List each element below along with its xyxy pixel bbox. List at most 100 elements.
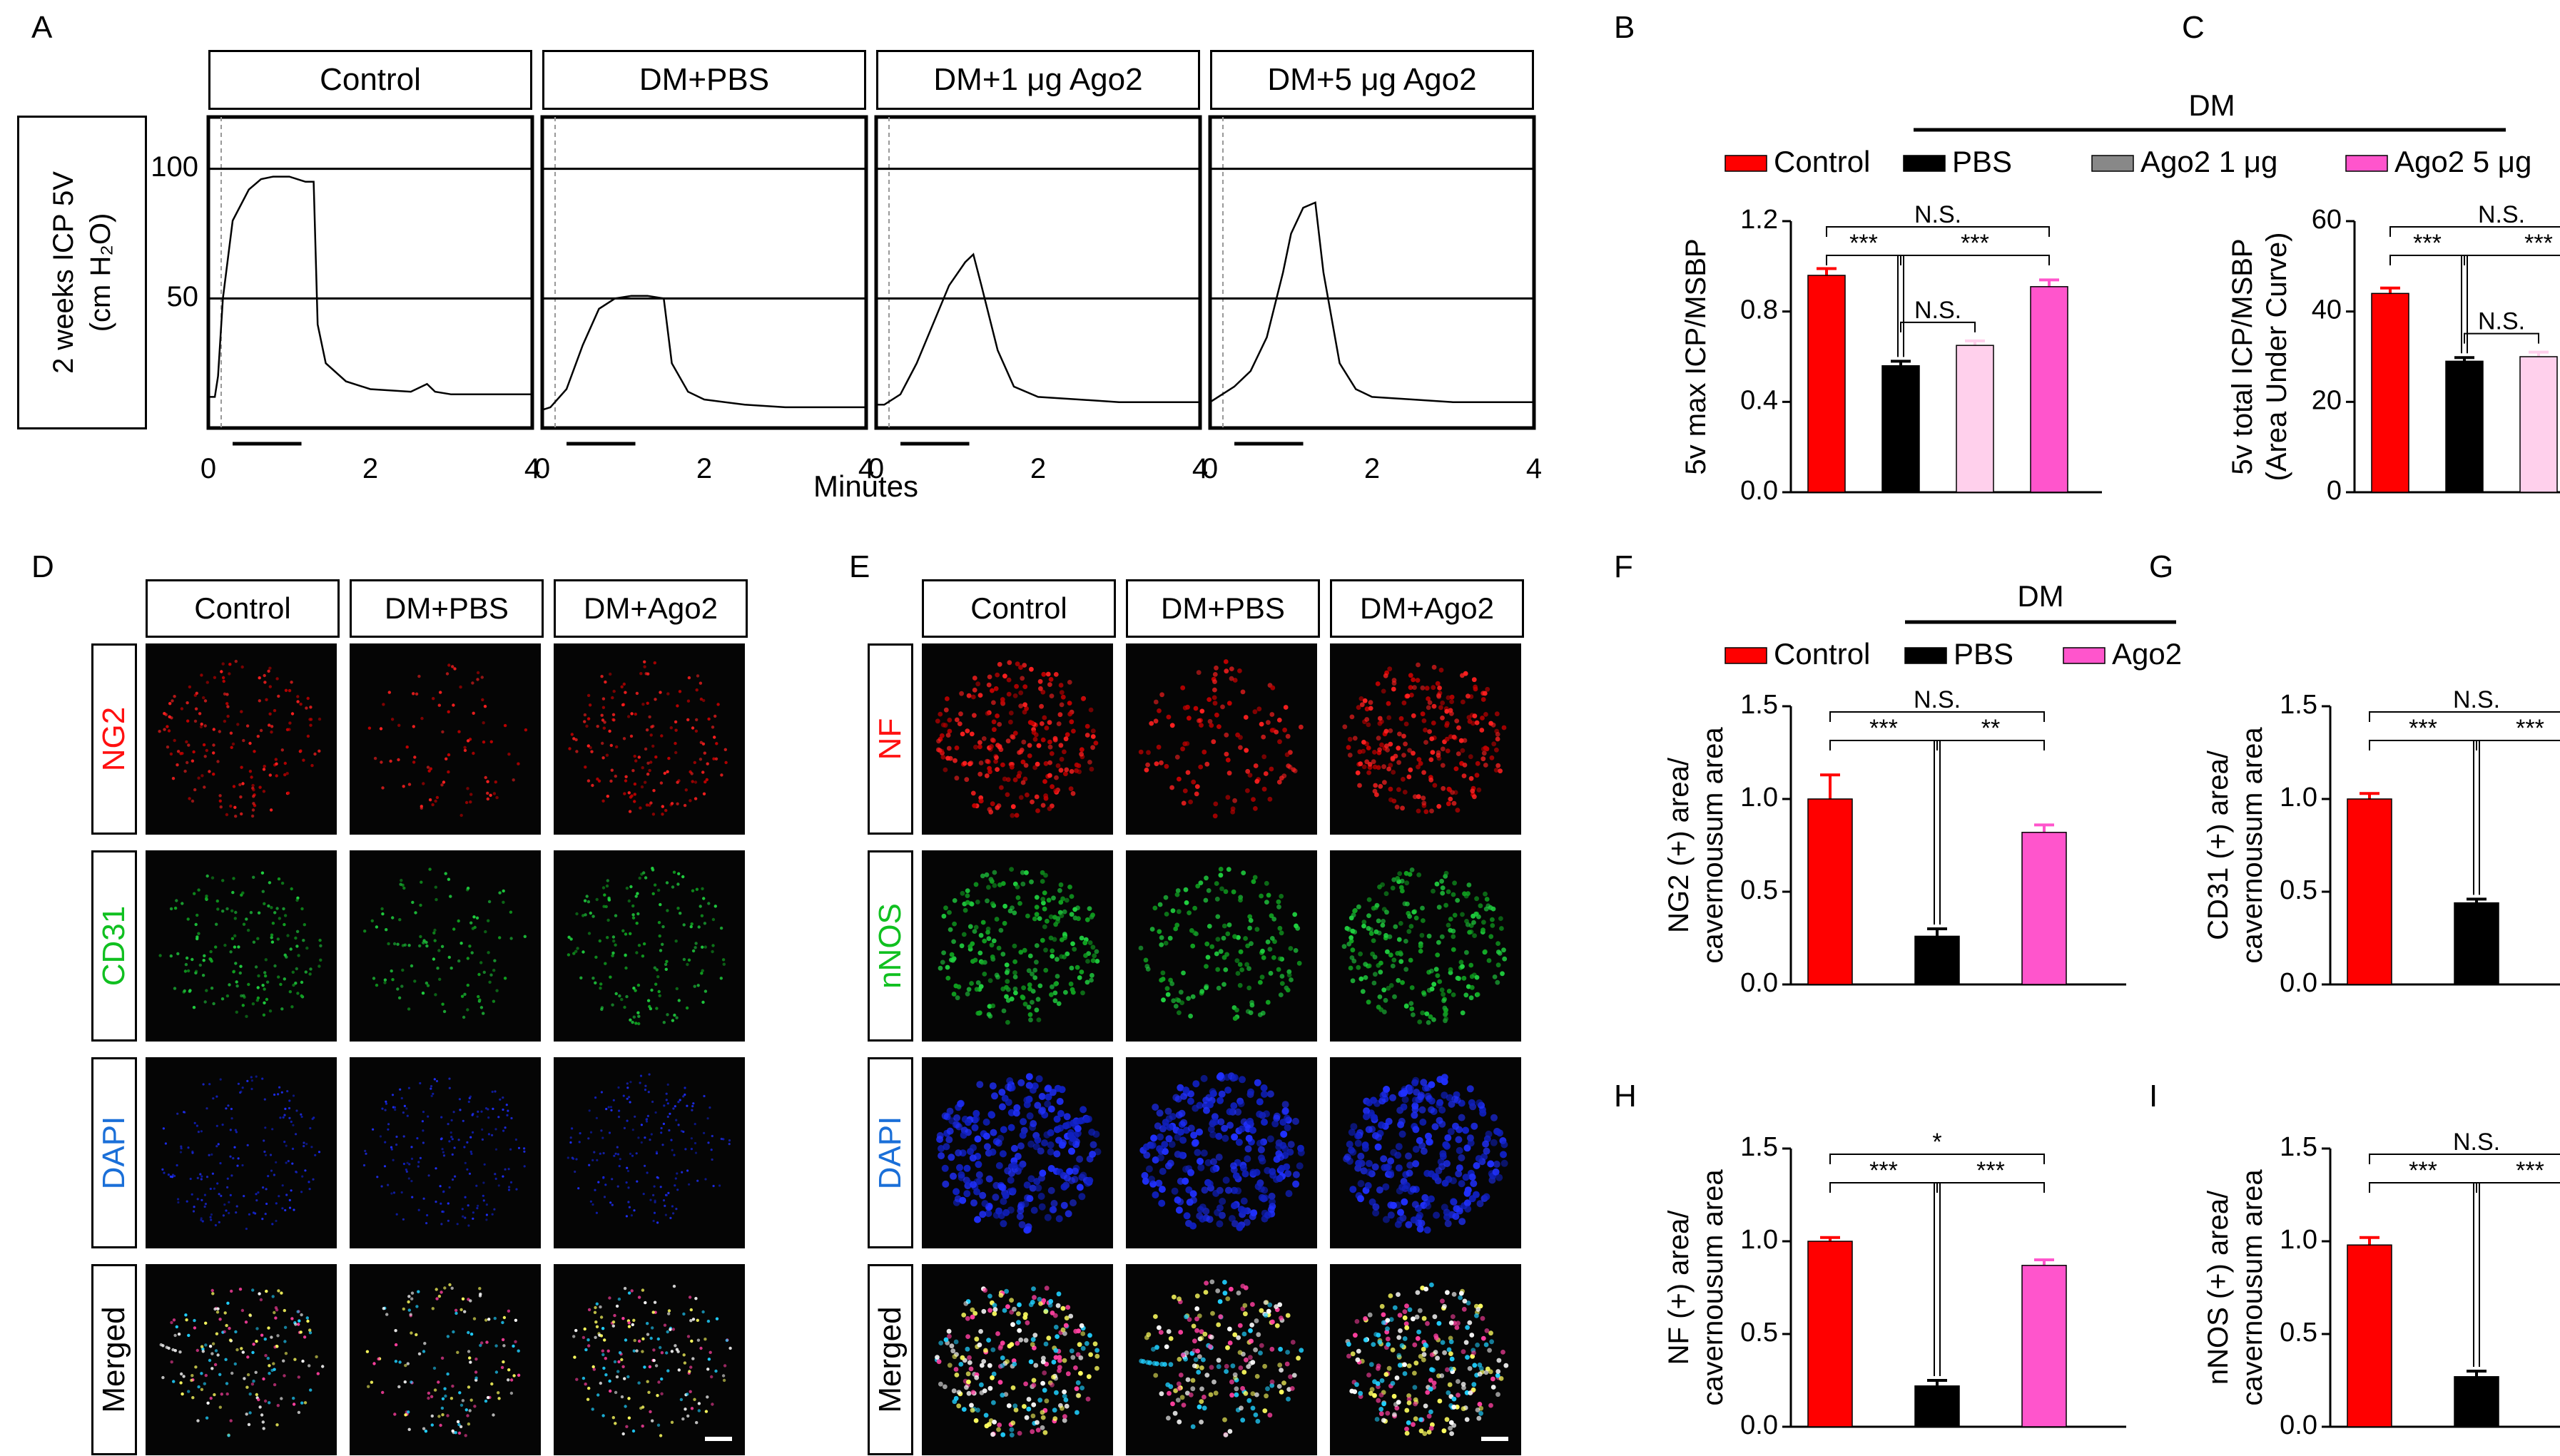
micrograph-signal <box>1148 1176 1155 1183</box>
micrograph-signal <box>617 1116 621 1119</box>
y-tick-label: 60 <box>2312 205 2342 235</box>
micrograph-signal <box>703 751 706 755</box>
micrograph-signal <box>1265 999 1271 1005</box>
micrograph-signal <box>970 1181 977 1188</box>
micrograph-signal <box>1000 700 1005 706</box>
micrograph-signal <box>1179 1136 1187 1144</box>
micrograph-signal <box>1004 970 1010 975</box>
micrograph-signal <box>245 1412 248 1416</box>
micrograph-signal <box>1428 757 1434 763</box>
micrograph-signal <box>382 1307 385 1310</box>
micrograph-signal <box>421 992 425 995</box>
micrograph-signal <box>1276 1175 1284 1182</box>
micrograph-signal <box>1164 1162 1172 1170</box>
micrograph-signal <box>1451 947 1456 952</box>
micrograph-signal <box>256 937 260 940</box>
micrograph-signal <box>1469 1333 1475 1338</box>
micrograph-signal <box>1240 1197 1248 1205</box>
micrograph-signal <box>466 886 470 890</box>
micrograph-signal <box>453 1146 456 1149</box>
micrograph-signal <box>285 1144 288 1147</box>
micrograph-signal <box>1431 982 1437 987</box>
micrograph-signal <box>448 1140 451 1143</box>
micrograph-signal <box>1461 1385 1466 1390</box>
micrograph-signal <box>637 1339 641 1343</box>
micrograph-signal <box>1394 1405 1400 1411</box>
micrograph-signal <box>383 981 387 984</box>
micrograph-signal <box>1069 965 1075 971</box>
micrograph-signal <box>1177 1084 1184 1091</box>
micrograph-signal <box>641 954 645 958</box>
micrograph-signal <box>425 940 428 945</box>
micrograph-signal <box>1047 739 1052 745</box>
x-tick-label: 4 <box>524 453 540 484</box>
micrograph-signal <box>1368 931 1374 936</box>
micrograph-signal <box>711 950 714 954</box>
micrograph-signal <box>992 1211 1000 1219</box>
micrograph-signal <box>1462 1126 1470 1134</box>
micrograph-signal <box>1490 923 1495 928</box>
micrograph-signal <box>512 1374 516 1378</box>
micrograph-signal <box>1428 1014 1433 1019</box>
micrograph-signal <box>1020 870 1025 875</box>
micrograph-signal <box>1392 1305 1398 1310</box>
micrograph-signal <box>970 694 976 700</box>
micrograph-signal <box>936 738 941 744</box>
micrograph-signal <box>1347 753 1353 758</box>
micrograph-signal <box>291 1162 294 1165</box>
micrograph-signal <box>1035 997 1041 1002</box>
micrograph-signal <box>675 1119 678 1121</box>
trace-line <box>876 253 1200 406</box>
micrograph-signal <box>1076 1393 1082 1398</box>
micrograph-signal <box>166 745 170 749</box>
micrograph-signal <box>1031 1402 1037 1407</box>
micrograph-signal <box>581 1376 586 1380</box>
micrograph-signal <box>1475 1407 1480 1412</box>
micrograph-signal <box>204 1373 208 1378</box>
micrograph-signal <box>1004 984 1009 990</box>
micrograph-signal <box>1388 728 1393 733</box>
micrograph-signal <box>437 1294 442 1298</box>
micrograph-signal <box>270 933 274 937</box>
micrograph-texture <box>1343 1074 1508 1234</box>
x-tick-label: 4 <box>1526 453 1542 484</box>
micrograph-signal <box>1040 803 1046 808</box>
micrograph-signal <box>694 1297 698 1300</box>
micrograph-signal <box>1047 720 1052 726</box>
micrograph-signal <box>1366 999 1371 1005</box>
micrograph-signal <box>1236 1223 1244 1231</box>
micrograph-signal <box>1448 1339 1454 1345</box>
micrograph-signal <box>1241 1170 1249 1178</box>
micrograph-texture <box>159 1288 325 1437</box>
micrograph-row-label-text: Merged <box>96 1306 131 1413</box>
micrograph-signal <box>259 728 263 733</box>
micrograph-signal <box>1407 1307 1413 1313</box>
micrograph-texture <box>568 660 728 816</box>
micrograph-signal <box>946 745 952 751</box>
micrograph-signal <box>1017 770 1022 775</box>
micrograph-signal <box>407 1086 410 1089</box>
micrograph-row-label: NF <box>868 643 913 835</box>
micrograph-signal <box>1496 1358 1502 1363</box>
micrograph-signal <box>1376 1186 1383 1194</box>
micrograph-signal <box>407 944 411 947</box>
micrograph-signal <box>1431 1380 1437 1385</box>
micrograph-signal <box>1010 1420 1016 1426</box>
micrograph-signal <box>1006 1403 1012 1408</box>
micrograph-signal <box>1060 1305 1066 1311</box>
micrograph-signal <box>1228 1215 1236 1223</box>
micrograph-signal <box>309 1388 313 1392</box>
micrograph-signal <box>1429 736 1435 741</box>
micrograph-signal <box>965 728 970 733</box>
panel-a-ylabel-box: 2 weeks ICP 5V (cm H₂O) <box>17 116 147 429</box>
y-axis-label: NG2 (+) area/ <box>1663 757 1695 933</box>
micrograph-signal <box>587 1137 590 1140</box>
micrograph-signal <box>1448 1320 1454 1325</box>
micrograph-signal <box>1219 886 1224 892</box>
micrograph-signal <box>618 994 621 998</box>
micrograph-signal <box>1477 1371 1483 1377</box>
micrograph-signal <box>1417 1308 1423 1313</box>
micrograph-signal <box>1034 1136 1042 1144</box>
micrograph-signal <box>1284 1361 1290 1367</box>
micrograph-signal <box>1388 786 1393 792</box>
